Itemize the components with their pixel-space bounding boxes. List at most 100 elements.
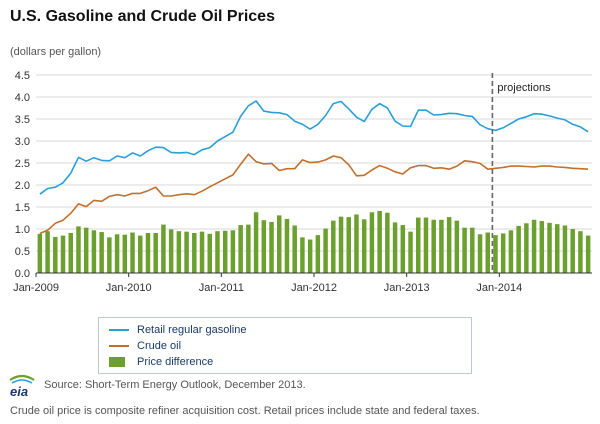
legend-swatch-difference	[109, 357, 125, 367]
difference-bar	[215, 231, 220, 273]
difference-bar	[462, 227, 467, 273]
difference-bar	[416, 217, 421, 273]
legend-swatch-crude	[109, 345, 129, 347]
difference-bar	[230, 230, 236, 273]
price-difference-bars	[37, 210, 591, 273]
y-tick-label: 2.0	[15, 180, 30, 192]
difference-bar	[470, 227, 475, 273]
difference-bar	[83, 227, 89, 273]
difference-bar	[37, 233, 43, 273]
difference-bar	[145, 232, 151, 273]
difference-bar	[261, 220, 267, 273]
difference-bar	[122, 234, 128, 273]
difference-bar	[578, 231, 583, 273]
difference-bar	[400, 225, 406, 273]
difference-bar	[45, 231, 50, 273]
series-lines	[39, 100, 589, 235]
difference-bar	[516, 225, 521, 273]
x-tick-label: Jan-2014	[476, 282, 522, 294]
difference-bar	[331, 220, 336, 273]
difference-bar	[292, 225, 297, 273]
y-tick-label: 2.5	[15, 158, 30, 170]
difference-bar	[168, 229, 174, 273]
difference-bar	[91, 230, 97, 273]
difference-bar	[539, 221, 545, 273]
difference-bar	[524, 223, 529, 273]
difference-bar	[493, 235, 498, 273]
projection-marker: projections	[491, 73, 551, 273]
difference-bar	[176, 231, 182, 273]
difference-bar	[99, 232, 104, 273]
difference-bar	[385, 212, 390, 273]
difference-bar	[408, 231, 413, 273]
chart-title: U.S. Gasoline and Crude Oil Prices	[10, 8, 275, 25]
difference-bar	[114, 234, 120, 273]
x-tick-label: Jan-2012	[291, 282, 337, 294]
difference-bar	[562, 225, 568, 273]
y-tick-label: 4.5	[15, 70, 30, 82]
difference-bar	[192, 232, 197, 273]
difference-bar	[199, 231, 205, 273]
difference-bar	[485, 232, 490, 273]
eia-logo: eia	[8, 374, 36, 399]
difference-bar	[439, 219, 444, 273]
difference-bar	[454, 220, 460, 273]
difference-bar	[307, 239, 313, 273]
x-tick-label: Jan-2013	[384, 282, 430, 294]
y-tick-label: 3.0	[15, 136, 30, 148]
chart-legend: Retail regular gasoline Crude oil Price …	[98, 317, 472, 374]
difference-bar	[300, 237, 305, 273]
y-tick-label: 3.5	[15, 114, 30, 126]
y-axis-unit-label: (dollars per gallon)	[10, 46, 102, 58]
difference-bar	[346, 217, 351, 273]
difference-bar	[60, 235, 66, 273]
legend-item-gasoline: Retail regular gasoline	[109, 323, 246, 337]
difference-bar	[500, 233, 506, 273]
difference-bar	[284, 218, 290, 273]
x-tick-label: Jan-2010	[106, 282, 152, 294]
difference-bar	[431, 219, 436, 273]
difference-bar	[323, 228, 328, 273]
legend-label-crude: Crude oil	[137, 340, 182, 352]
difference-bar	[315, 235, 321, 273]
legend-swatch-gasoline	[109, 329, 129, 331]
difference-bar	[207, 233, 212, 273]
difference-bar	[570, 229, 575, 273]
legend-item-crude: Crude oil	[109, 339, 181, 353]
difference-bar	[477, 234, 483, 273]
difference-bar	[53, 236, 58, 273]
axes: 0.0 0.5 1.0 1.5 2.0 2.5 3.0 3.5 4.0 4.5 Jan-2009 Ja…	[13, 70, 592, 294]
difference-bar	[377, 210, 382, 273]
legend-item-difference: Price difference	[109, 355, 213, 369]
legend-label-gasoline: Retail regular gasoline	[137, 324, 247, 336]
difference-bar	[184, 231, 189, 273]
x-tick-label: Jan-2011	[199, 282, 244, 294]
difference-bar	[269, 221, 274, 273]
difference-bar	[354, 214, 359, 273]
difference-bar	[508, 230, 514, 273]
projection-label: projections	[497, 82, 551, 94]
difference-bar	[369, 212, 375, 273]
difference-bar	[446, 217, 452, 273]
legend-label-difference: Price difference	[137, 356, 214, 368]
difference-bar	[107, 237, 112, 273]
difference-bar	[153, 232, 158, 273]
grid-lines	[36, 74, 592, 252]
difference-bar	[531, 219, 537, 273]
difference-bar	[138, 235, 143, 273]
difference-bar	[423, 217, 429, 273]
difference-bar	[68, 232, 73, 273]
difference-bar	[76, 226, 81, 273]
difference-bar	[238, 225, 243, 273]
difference-bar	[253, 212, 259, 273]
difference-bar	[161, 224, 166, 273]
source-note: Source: Short-Term Energy Outlook, Decem…	[44, 379, 306, 391]
difference-bar	[277, 215, 282, 273]
difference-bar	[547, 222, 552, 273]
y-tick-label: 4.0	[15, 92, 30, 104]
x-tick-label: Jan-2009	[13, 282, 59, 294]
y-tick-label: 0.0	[15, 268, 30, 280]
difference-bar	[361, 219, 367, 273]
difference-bar	[585, 235, 591, 273]
